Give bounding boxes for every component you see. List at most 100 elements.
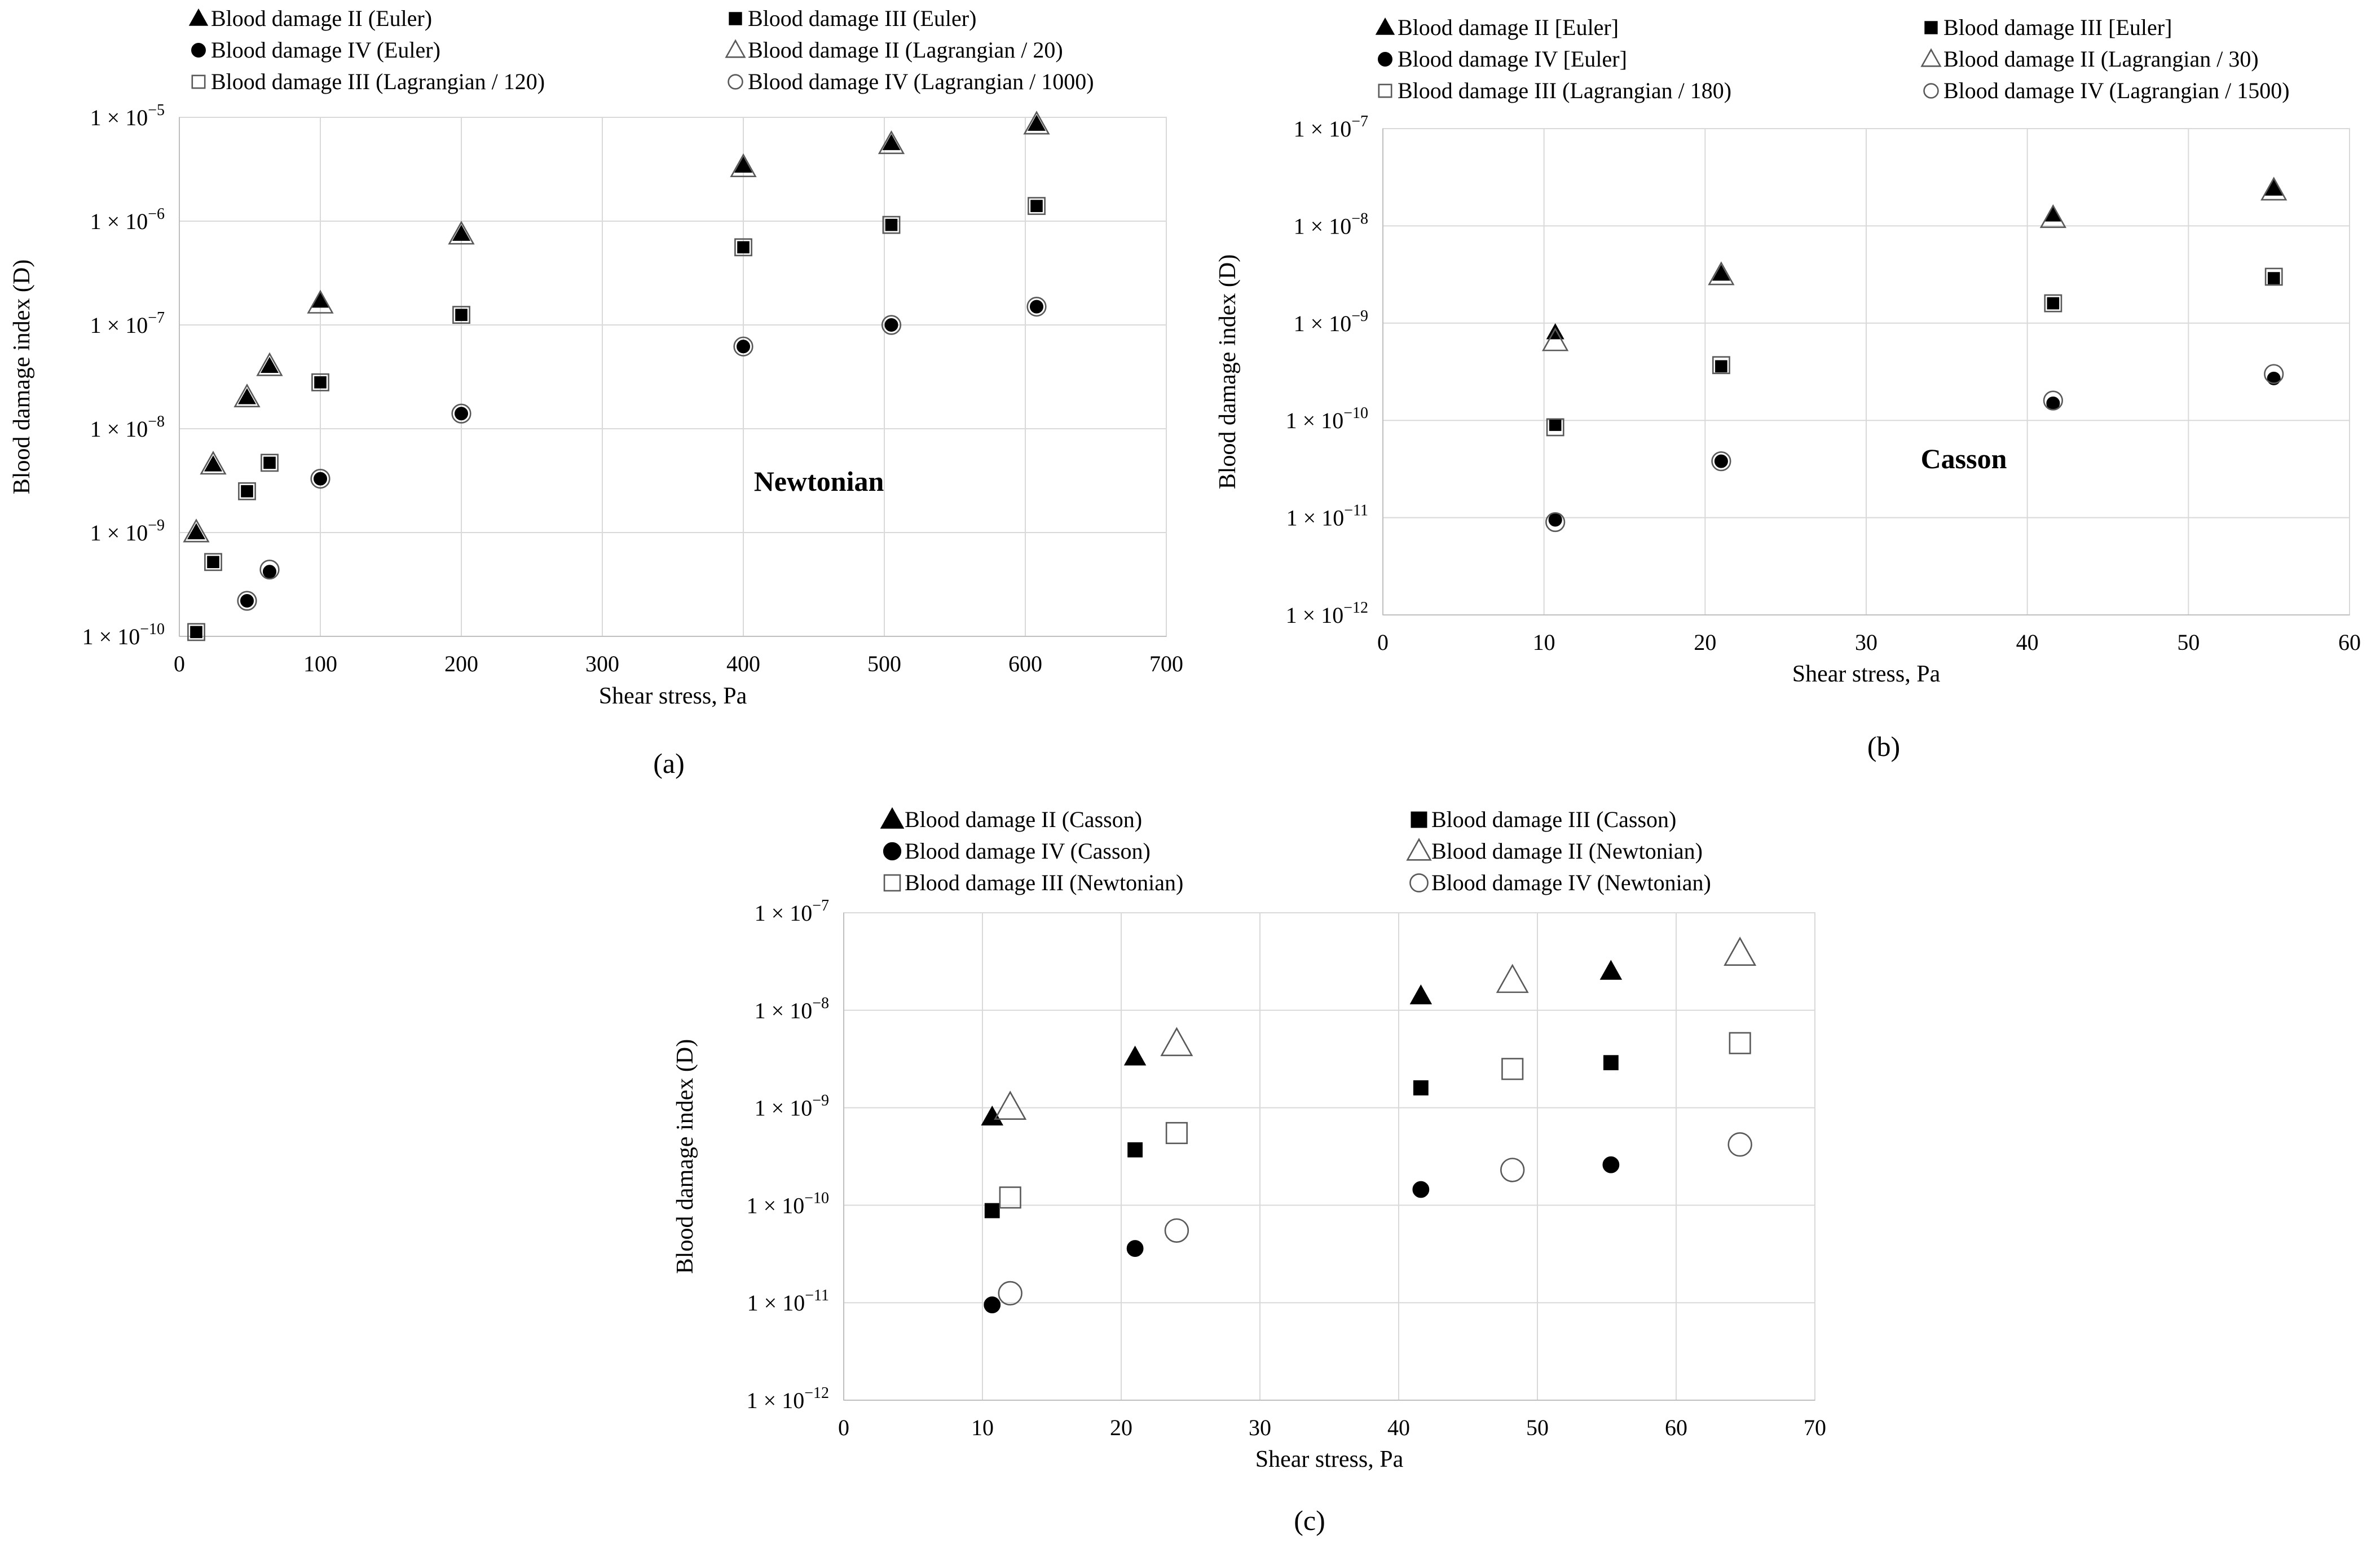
data-point (2044, 294, 2062, 313)
data-point (1030, 200, 1043, 212)
data-point (1727, 1132, 1752, 1157)
data-point (1603, 1055, 1619, 1071)
legend-label: Blood damage II (Euler) (211, 6, 432, 31)
data-point (204, 553, 222, 571)
data-point (884, 318, 898, 332)
y-tick-label: 1 × 10−12 (747, 1384, 829, 1413)
data-point (2264, 179, 2283, 196)
data-point (451, 403, 471, 424)
data-point (1412, 1181, 1430, 1198)
data-point (736, 340, 751, 354)
data-point (1500, 1158, 1525, 1182)
data-point (733, 336, 753, 357)
data-point (1028, 197, 1046, 216)
data-point (261, 357, 279, 373)
data-point (1123, 1045, 1147, 1066)
data-point (263, 456, 276, 469)
panel-label: (a) (653, 747, 685, 779)
y-tick-label: 1 × 10−12 (1286, 599, 1368, 628)
data-point (238, 482, 256, 500)
legend-marker (883, 874, 901, 892)
legend-marker (728, 74, 743, 90)
data-point (1708, 261, 1735, 285)
x-tick-label: 500 (867, 651, 901, 676)
legend-label: Blood damage III (Euler) (748, 6, 976, 31)
data-point (448, 221, 475, 245)
x-tick-label: 30 (1855, 630, 1877, 655)
chart-panel-2: 1 × 10−12 1 × 10−11 1 × 10−10 1 × 10−9 1 × 1… (1215, 15, 2361, 762)
data-point (240, 593, 254, 608)
data-point (1546, 323, 1564, 340)
chart-panel-1: 1 × 10−10 1 × 10−9 1 × 10−8 1 × 10−7 1 × 10−… (9, 6, 1183, 779)
data-point (1542, 327, 1569, 351)
data-point (984, 1296, 1001, 1313)
data-point (187, 523, 205, 539)
legend-label: Blood damage IV (Casson) (905, 838, 1151, 864)
legend-label: Blood damage IV (Newtonian) (1431, 870, 1711, 895)
data-point (238, 388, 256, 404)
y-tick-label: 1 × 10−11 (747, 1287, 829, 1316)
data-point (2264, 267, 2283, 286)
legend-marker (1378, 52, 1392, 67)
data-point (1023, 111, 1050, 135)
y-tick-label: 1 × 10−9 (1294, 307, 1368, 336)
data-point (233, 383, 261, 407)
legend-label: Blood damage IV (Lagrangian / 1000) (748, 69, 1094, 94)
x-axis-title: Shear stress, Pa (599, 683, 747, 709)
data-point (262, 565, 277, 579)
legend-marker (880, 807, 905, 829)
panel-label: (b) (1867, 731, 1900, 762)
x-tick-label: 60 (2338, 630, 2361, 655)
y-tick-label: 1 × 10−7 (755, 897, 829, 926)
legend-label: Blood damage II (Casson) (905, 807, 1142, 832)
data-point (310, 468, 330, 489)
data-point (1165, 1122, 1188, 1145)
x-tick-label: 10 (971, 1415, 994, 1440)
y-tick-label: 1 × 10−10 (82, 621, 165, 649)
data-point (2043, 390, 2063, 411)
legend-marker (188, 8, 209, 26)
data-point (187, 623, 205, 641)
y-axis-title: Blood damage index (D) (1215, 254, 1241, 489)
legend-marker (1375, 17, 1395, 35)
y-tick-label: 1 × 10−9 (755, 1092, 829, 1121)
x-tick-label: 10 (1533, 630, 1555, 655)
plot-area (843, 912, 1815, 1401)
y-tick-label: 1 × 10−10 (1286, 404, 1368, 433)
data-point (1724, 936, 1757, 966)
data-point (1712, 265, 1730, 281)
data-point (261, 454, 279, 472)
y-tick-label: 1 × 10−8 (755, 995, 829, 1023)
legend-marker (1923, 83, 1939, 99)
legend-label: Blood damage II [Euler] (1398, 15, 1619, 40)
data-point (1714, 454, 1728, 468)
data-point (984, 1203, 1000, 1219)
data-point (1602, 1156, 1620, 1173)
data-point (313, 472, 328, 486)
data-point (1413, 1080, 1429, 1096)
data-point (882, 134, 901, 151)
data-point (311, 373, 329, 392)
data-point (981, 1105, 1003, 1126)
x-tick-label: 0 (174, 651, 185, 676)
legend-marker (191, 74, 206, 89)
data-point (2264, 364, 2284, 384)
data-point (1126, 1240, 1144, 1257)
legend-marker (1920, 48, 1942, 67)
legend-label: Blood damage II (Newtonian) (1431, 838, 1703, 864)
data-point (1127, 1142, 1143, 1158)
y-tick-label: 1 × 10−9 (90, 517, 165, 546)
data-point (200, 451, 227, 475)
data-point (994, 1090, 1027, 1120)
legend-label: Blood damage III (Casson) (1431, 807, 1676, 832)
legend-label: Blood damage IV (Lagrangian / 1500) (1943, 78, 2290, 103)
legend-label: Blood damage II (Lagrangian / 30) (1943, 46, 2259, 72)
legend-marker (1409, 873, 1429, 892)
data-point (190, 626, 202, 639)
legend-marker (1924, 21, 1938, 34)
data-point (1546, 418, 1564, 437)
data-point (1715, 360, 1727, 373)
legend-label: Blood damage IV (Euler) (211, 37, 440, 63)
x-tick-label: 40 (2016, 630, 2039, 655)
data-point (2267, 371, 2281, 385)
